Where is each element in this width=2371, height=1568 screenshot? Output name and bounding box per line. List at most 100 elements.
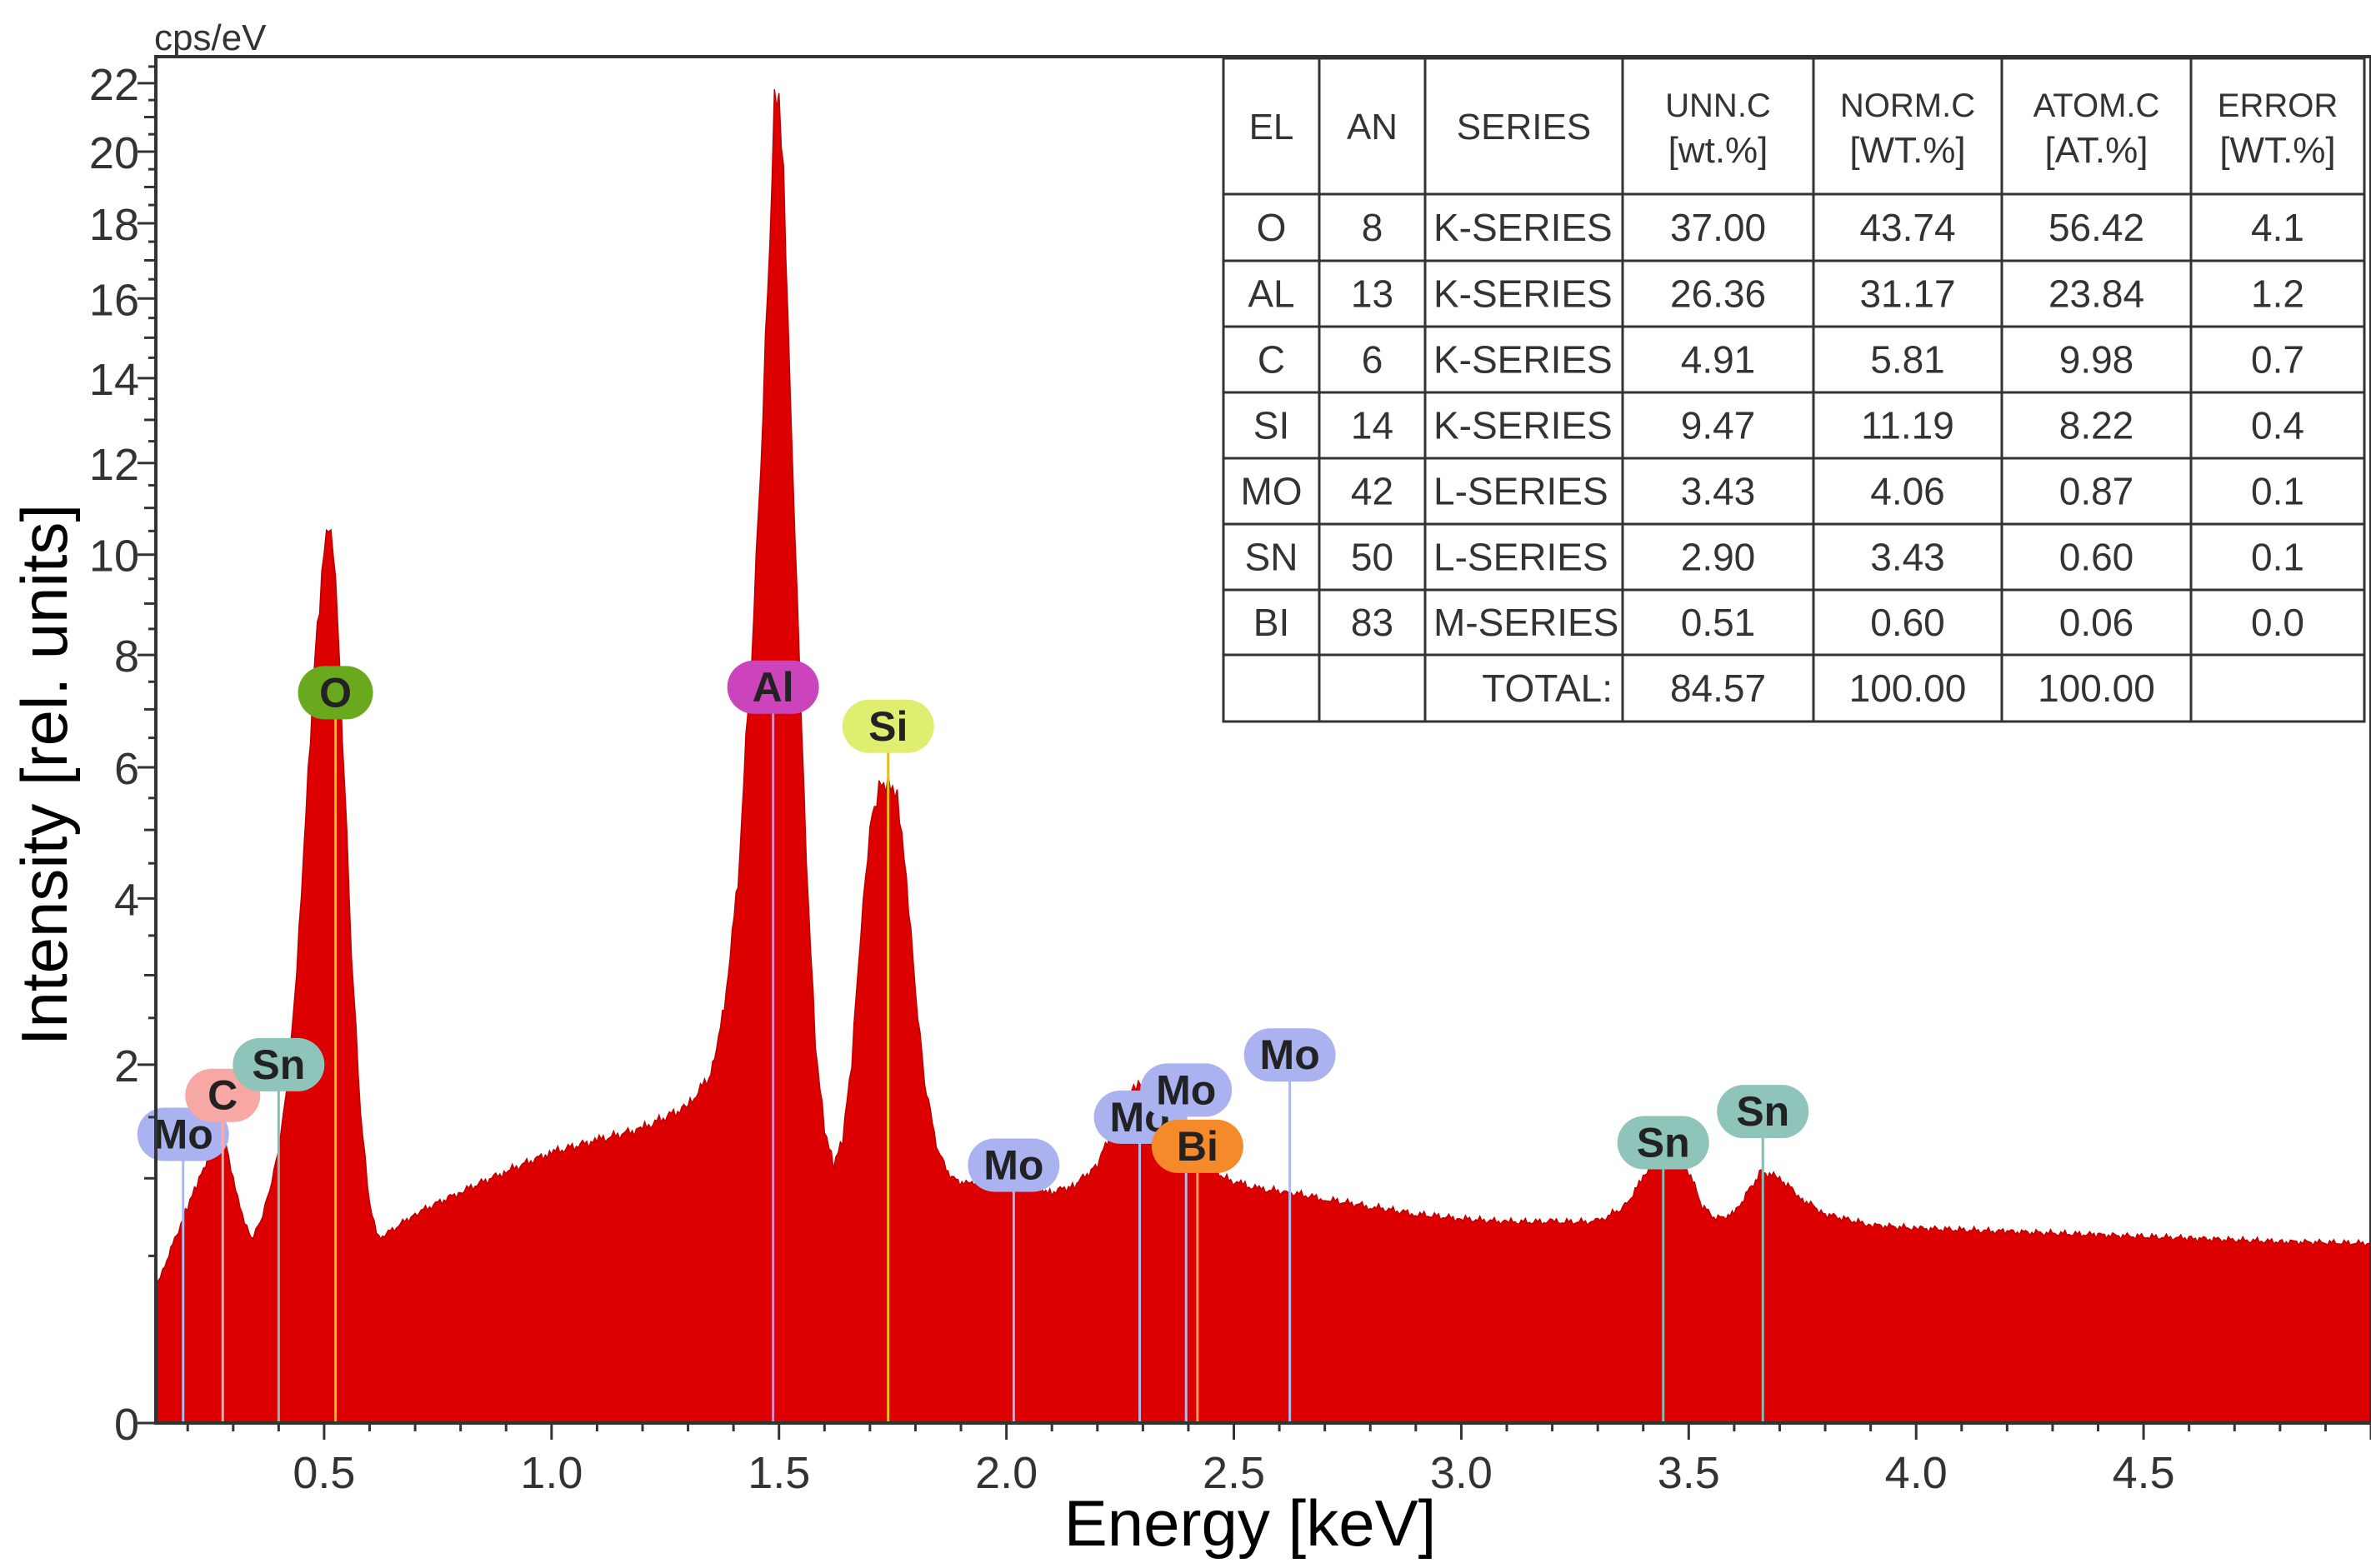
table-header-cell-unit: [WT.%] [1849, 130, 1965, 171]
x-tick-label: 1.5 [748, 1448, 810, 1498]
table-cell: 37.00 [1670, 206, 1766, 249]
y-tick-label: 16 [89, 275, 139, 325]
table-cell: 3.43 [1870, 536, 1945, 579]
table-cell: 0.0 [2251, 601, 2304, 644]
table-header-cell-unit: [AT.%] [2045, 130, 2148, 171]
table-header-cell-unit: [WT.%] [2219, 130, 2335, 171]
peak-label-12: Sn [1736, 1088, 1789, 1135]
table-cell: 1.2 [2251, 272, 2304, 316]
table-cell: 8.22 [2059, 404, 2134, 447]
table-cell: K-SERIES [1433, 272, 1613, 316]
table-cell: MO [1240, 470, 1302, 513]
peak-label-badge-3 [298, 666, 373, 720]
y-tick-label: 6 [114, 744, 139, 794]
table-cell: L-SERIES [1433, 536, 1608, 579]
table-cell: 83 [1351, 601, 1393, 644]
table-cell: 56.42 [2048, 206, 2144, 249]
table-cell: 6 [1362, 338, 1383, 382]
peak-label-9: Bi [1177, 1123, 1218, 1170]
table-header-cell-unit: [wt.%] [1668, 130, 1768, 171]
peak-label-8: Mo [1156, 1066, 1216, 1113]
table-cell: 4.91 [1681, 338, 1756, 382]
peak-label-badge-6 [968, 1138, 1060, 1192]
table-cell: 31.17 [1859, 272, 1955, 316]
x-axis-label: Energy [keV] [1064, 1486, 1437, 1560]
table-cell: L-SERIES [1433, 470, 1608, 513]
table-cell: SI [1253, 404, 1289, 447]
x-tick-label: 4.0 [1885, 1448, 1948, 1498]
table-cell: K-SERIES [1433, 206, 1613, 249]
table-total-label: TOTAL: [1482, 667, 1613, 710]
table-cell: BI [1253, 601, 1289, 644]
x-tick-label: 3.5 [1658, 1448, 1720, 1498]
table-cell: 0.1 [2251, 536, 2304, 579]
y-tick-label: 20 [89, 128, 139, 178]
table-cell: 0.60 [1870, 601, 1945, 644]
table-cell: 2.90 [1681, 536, 1756, 579]
table-cell: 43.74 [1859, 206, 1955, 249]
peak-label-badge-4 [727, 660, 819, 714]
x-tick-label: 2.5 [1203, 1448, 1265, 1498]
peak-label-badge-10 [1243, 1028, 1336, 1082]
peak-label-badge-9 [1151, 1119, 1243, 1173]
table-total-cell: 100.00 [1849, 667, 1967, 710]
table-cell: K-SERIES [1433, 404, 1613, 447]
peak-label-badge-2 [233, 1037, 325, 1091]
spectrum-layer [155, 89, 2371, 1424]
table-frame [1222, 57, 2366, 723]
table-cell: 0.4 [2251, 404, 2304, 447]
table-cell: 11.19 [1861, 404, 1954, 447]
table-cell: 8 [1362, 206, 1383, 249]
table-total-cell: 84.57 [1670, 667, 1766, 710]
y-tick-label: 4 [114, 875, 139, 925]
quantification-table: EL AN SERIES UNN.C [wt.%] NORM.C [WT.%] ATOM.C [… [1222, 57, 2366, 723]
table-cell: 3.43 [1681, 470, 1756, 513]
peak-label-badge-8 [1140, 1063, 1233, 1117]
y-unit-label: cps/eV [154, 17, 267, 58]
spectrum-area [155, 89, 2371, 1424]
y-tick-label: 10 [89, 532, 139, 582]
table-cell: 23.84 [2048, 272, 2144, 316]
table-header-cell: ATOM.C [2033, 87, 2160, 124]
table-cell: C [1258, 338, 1285, 382]
y-tick-label: 8 [114, 632, 139, 682]
table-header-cell: EL [1249, 107, 1294, 147]
peak-label-1: C [208, 1072, 238, 1119]
x-axis: 0.5 1.0 1.5 2.0 2.5 3.0 3.5 4.0 4.5 [186, 1423, 2371, 1498]
table-cell: 4.1 [2251, 206, 2304, 249]
table-cell: 9.47 [1681, 404, 1756, 447]
table-cell: SN [1245, 536, 1298, 579]
table-cell: M-SERIES [1433, 601, 1618, 644]
peak-label-11: Sn [1637, 1120, 1690, 1166]
x-tick-label: 2.0 [975, 1448, 1038, 1498]
table-cell: 26.36 [1670, 272, 1766, 316]
y-tick-label: 22 [89, 60, 139, 110]
peak-label-3: O [319, 669, 352, 716]
x-tick-label: 1.0 [520, 1448, 583, 1498]
y-tick-label: 0 [114, 1400, 139, 1450]
table-cell: 9.98 [2059, 338, 2134, 382]
table-header-cell: NORM.C [1840, 87, 1975, 124]
y-axis: 0 2 4 6 8 10 12 14 16 18 20 22 [89, 60, 156, 1450]
y-tick-label: 14 [89, 355, 139, 405]
table-cell: 0.06 [2059, 601, 2134, 644]
table-cell: 0.60 [2059, 536, 2134, 579]
peak-label-2: Sn [252, 1041, 305, 1088]
x-tick-label: 4.5 [2113, 1448, 2175, 1498]
peak-label-badge-11 [1617, 1116, 1709, 1170]
peak-label-4: Al [753, 664, 794, 711]
y-tick-label: 12 [89, 440, 139, 490]
table-total-cell: 100.00 [2038, 667, 2155, 710]
peak-label-badge-12 [1717, 1085, 1809, 1139]
table-cell: 4.06 [1870, 470, 1945, 513]
y-tick-label: 2 [114, 1041, 139, 1091]
table-cell: K-SERIES [1433, 338, 1613, 382]
table-cell: 0.51 [1681, 601, 1756, 644]
table-cell: 50 [1351, 536, 1393, 579]
peak-label-badge-5 [842, 699, 934, 753]
table-header-cell: ERROR [2218, 87, 2338, 124]
peak-label-10: Mo [1260, 1031, 1320, 1078]
table-cell: 0.87 [2059, 470, 2134, 513]
